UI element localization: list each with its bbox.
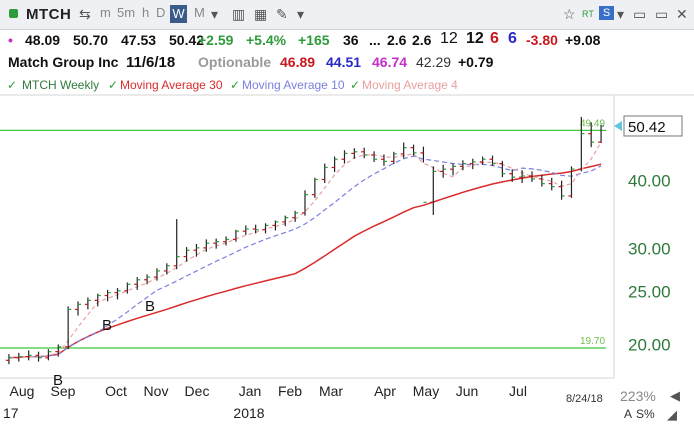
quote-v4: 2.6 [412, 32, 432, 48]
month-label: Nov [144, 383, 169, 399]
status-dot-icon [9, 9, 18, 18]
year-label: 2018 [233, 405, 264, 421]
quote-v1: +165 [298, 32, 330, 48]
legend-ma4[interactable]: Moving Average 4 [362, 78, 458, 92]
company-name: Match Group Inc [8, 54, 119, 70]
price-tick-label: 40.00 [628, 172, 671, 191]
month-label: Jan [239, 383, 262, 399]
year-label: 17 [3, 405, 19, 421]
quote-v2: 36 [343, 32, 359, 48]
quote-ellipsis: ... [369, 32, 381, 48]
ma30-line [8, 163, 602, 359]
month-label: Oct [105, 383, 127, 399]
symbol-field[interactable]: MTCH [26, 6, 72, 23]
legend-symbol[interactable]: MTCH Weekly [22, 78, 100, 92]
zoom-level[interactable]: 223% [620, 388, 656, 404]
info-n1: 46.89 [280, 54, 316, 70]
quote-last: 48.09 [25, 32, 61, 48]
interval-week[interactable]: W [170, 5, 187, 23]
minimize-icon[interactable]: ▭ [633, 6, 647, 22]
quote-v6: 12 [466, 30, 484, 47]
restore-icon[interactable]: ▭ [655, 6, 669, 22]
info-n5: +0.79 [458, 54, 494, 70]
last-date: 8/24/18 [566, 393, 603, 405]
month-label: Jul [509, 383, 527, 399]
realtime-label[interactable]: RT [582, 9, 594, 19]
current-price-box [623, 115, 683, 137]
month-label: May [413, 383, 439, 399]
grid-icon[interactable]: ▦ [254, 6, 268, 22]
interval-hour[interactable]: h [142, 5, 150, 20]
quote-change: +2.59 [198, 32, 234, 48]
toolbar: MTCH ⇆ m 5m h D W M ▾ ▥ ▦ ✎ ▾ ☆ RT S ▾ ▭… [0, 0, 694, 30]
month-label: Aug [10, 383, 35, 399]
quote-high: 50.70 [73, 32, 109, 48]
price-tick-label: 50.42 [628, 119, 666, 136]
price-tick-label: 20.00 [628, 335, 671, 354]
quote-v5: 12 [440, 30, 458, 47]
price-tick-label: 25.00 [628, 283, 671, 302]
legend-check-icon: ✓ [230, 78, 241, 92]
percent-scale-button[interactable]: S% [636, 407, 655, 421]
star-icon[interactable]: ☆ [563, 6, 576, 22]
quote-change-pct: +5.4% [246, 32, 287, 48]
info-n3: 46.74 [372, 54, 408, 70]
month-label: Sep [51, 383, 76, 399]
legend-ma30[interactable]: Moving Average 30 [120, 78, 223, 92]
horizontal-line-label: 49.49 [580, 118, 605, 129]
quote-close: 50.42 [169, 32, 205, 48]
quote-v9: -3.80 [526, 32, 558, 48]
interval-minute[interactable]: m [100, 5, 111, 20]
chevron-down-icon[interactable]: ▾ [211, 6, 219, 22]
month-label: Feb [278, 383, 302, 399]
info-date: 11/6/18 [126, 54, 176, 71]
legend-check-icon: ✓ [350, 78, 361, 92]
interval-month[interactable]: M [194, 5, 205, 20]
interval-day[interactable]: D [156, 5, 166, 20]
bar-chart-icon[interactable]: ▥ [232, 6, 246, 22]
quote-v10: +9.08 [565, 32, 601, 48]
legend-check-icon: ✓ [108, 78, 119, 92]
buy-signal-label: B [53, 372, 63, 389]
quote-bullet: • [8, 32, 13, 48]
month-label: Mar [319, 383, 343, 399]
chevron-down-icon[interactable]: ▾ [297, 6, 305, 22]
buy-signal-label: B [102, 317, 112, 334]
horizontal-line-label: 19.70 [580, 336, 605, 347]
month-label: Dec [185, 383, 210, 399]
info-n4: 42.29 [416, 54, 452, 70]
buy-signal-label: B [145, 298, 155, 315]
quote-row: • 48.09 50.70 47.53 50.42 +2.59 +5.4% +1… [0, 30, 694, 52]
auto-scale-button[interactable]: A [624, 407, 633, 421]
current-price-arrow-icon [614, 120, 622, 131]
pencil-icon[interactable]: ✎ [276, 6, 288, 22]
interval-5minute[interactable]: 5m [117, 5, 136, 20]
settings-s-button[interactable]: S [599, 6, 614, 20]
info-n2: 44.51 [326, 54, 362, 70]
ma10-line [8, 155, 602, 359]
close-icon[interactable]: ✕ [676, 6, 688, 22]
expand-icon[interactable]: ◢ [667, 407, 677, 422]
zoom-button[interactable]: ◀ [670, 388, 680, 403]
link-icon[interactable]: ⇆ [79, 6, 91, 22]
legend-ma10[interactable]: Moving Average 10 [242, 78, 345, 92]
quote-low: 47.53 [121, 32, 157, 48]
optionable-label: Optionable [198, 54, 272, 70]
price-tick-label: 30.00 [628, 240, 671, 259]
legend-check-icon: ✓ [7, 78, 18, 92]
month-label: Apr [374, 383, 396, 399]
quote-v7: 6 [490, 30, 499, 47]
quote-v3: 2.6 [387, 32, 407, 48]
quote-v8: 6 [508, 30, 517, 47]
chevron-down-icon[interactable]: ▾ [617, 6, 625, 22]
month-label: Jun [456, 383, 479, 399]
info-row: Match Group Inc 11/6/18 Optionable 46.89… [0, 53, 694, 75]
